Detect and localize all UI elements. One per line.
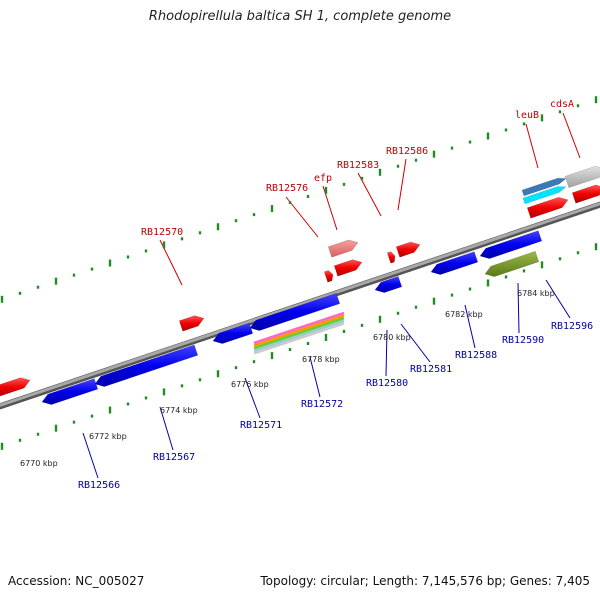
reverse-gene-label: RB12580	[366, 378, 408, 389]
forward-gene	[571, 184, 600, 204]
leader-line	[525, 123, 539, 169]
scale-label: 6784 kbp	[517, 289, 555, 298]
rna-feature	[253, 322, 345, 355]
reverse-gene-label: RB12572	[301, 399, 343, 410]
reverse-gene	[479, 230, 543, 259]
leader-line	[357, 172, 382, 217]
forward-gene	[333, 259, 363, 277]
forward-gene-label: cdsA	[550, 99, 574, 110]
gene-features	[0, 165, 600, 405]
forward-gene-label: RB12583	[337, 160, 379, 171]
scale-label: 6772 kbp	[89, 432, 127, 441]
scale-label: 6780 kbp	[373, 333, 411, 342]
gene-labels: 6770 kbp 6772 kbp 6774 kbp 6776 kbp 6778 kbp…	[20, 99, 593, 491]
map-title: Rhodopirellula baltica SH 1, complete ge…	[148, 9, 452, 24]
forward-gene	[178, 315, 205, 332]
leader-line	[285, 196, 319, 238]
rna-feature	[253, 316, 345, 350]
reverse-gene-label: RB12590	[502, 335, 544, 346]
reverse-gene-rrna	[484, 250, 540, 277]
leader-line	[517, 282, 520, 334]
reverse-gene	[374, 276, 403, 293]
reverse-gene-label: RB12588	[455, 350, 497, 361]
forward-gene	[323, 270, 334, 283]
scale-label: 6774 kbp	[160, 406, 198, 415]
forward-gene-label: RB12586	[386, 146, 428, 157]
forward-gene-pseudo	[327, 239, 359, 258]
forward-gene	[526, 196, 569, 219]
reverse-gene	[430, 251, 479, 275]
scale-label: 6776 kbp	[231, 380, 269, 389]
leader-line	[385, 329, 388, 377]
leader-line	[82, 432, 99, 479]
forward-gene	[0, 377, 31, 397]
scale-ticks	[0, 96, 598, 450]
leader-lines	[82, 112, 581, 479]
scale-label: 6782 kbp	[445, 310, 483, 319]
rna-feature	[253, 319, 345, 353]
leader-line	[159, 406, 174, 451]
scale-label: 6778 kbp	[302, 355, 340, 364]
reverse-gene-label: RB12566	[78, 480, 120, 491]
genome-summary-text: Topology: circular; Length: 7,145,576 bp…	[260, 574, 590, 588]
leader-line	[400, 323, 431, 363]
forward-gene-label: RB12576	[266, 183, 308, 194]
forward-gene	[521, 178, 567, 197]
forward-gene-label: leuB	[515, 110, 539, 121]
forward-gene-label: efp	[314, 173, 332, 184]
scale-label: 6770 kbp	[20, 459, 58, 468]
reverse-gene-label: RB12581	[410, 364, 452, 375]
reverse-gene-label: RB12567	[153, 452, 195, 463]
forward-gene	[522, 186, 567, 205]
forward-gene-label: RB12570	[141, 227, 183, 238]
forward-gene	[386, 251, 396, 264]
reverse-gene	[94, 344, 199, 387]
leader-line	[545, 279, 571, 319]
rna-feature	[253, 314, 345, 347]
accession-text: Accession: NC_005027	[8, 574, 145, 588]
reverse-gene-label: RB12596	[551, 321, 593, 332]
forward-gene	[564, 165, 600, 189]
rna-feature	[253, 311, 345, 345]
leader-line	[397, 158, 407, 211]
leader-line	[244, 377, 261, 419]
leader-line	[562, 112, 581, 159]
forward-gene	[395, 241, 421, 258]
leader-line	[309, 356, 321, 398]
reverse-gene	[249, 292, 341, 331]
leader-line	[464, 304, 476, 349]
reverse-gene-label: RB12571	[240, 420, 282, 431]
